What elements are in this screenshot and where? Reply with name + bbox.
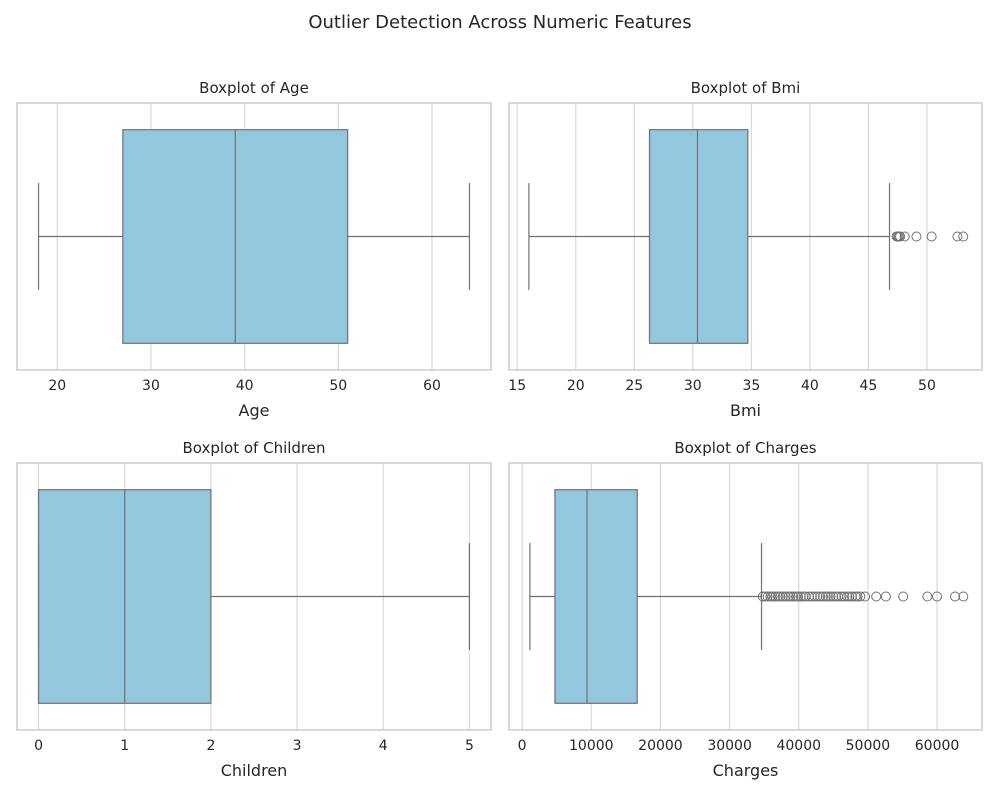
outlier-point <box>898 591 909 602</box>
outlier-point <box>822 591 833 602</box>
plot-frame <box>508 462 983 731</box>
x-tick-label: 0 <box>34 738 43 754</box>
x-tick-label: 20000 <box>638 738 683 754</box>
panel-title: Boxplot of Charges <box>674 439 816 457</box>
x-tick-label: 0 <box>518 738 527 754</box>
figure-title: Outlier Detection Across Numeric Feature… <box>308 12 692 33</box>
outlier-point <box>777 591 788 602</box>
outlier-point <box>922 591 933 602</box>
boxplot-panel-3: 0 1 2 3 4 5 Children Boxplot of Children <box>16 439 492 780</box>
outlier-point <box>932 591 943 602</box>
x-axis-label: Age <box>239 401 270 420</box>
outlier-point <box>812 591 823 602</box>
outlier-point <box>852 591 863 602</box>
x-tick-label: 15 <box>508 378 526 394</box>
x-tick-label: 50000 <box>846 738 891 754</box>
outlier-point <box>950 591 961 602</box>
x-tick-label: 30 <box>684 378 702 394</box>
outlier-point <box>817 591 828 602</box>
x-tick-label: 40000 <box>776 738 821 754</box>
boxplot-panel-1: 20 30 40 50 60 Age Boxplot of Age <box>16 79 492 420</box>
x-tick-label: 20 <box>567 378 585 394</box>
outlier-point <box>860 591 871 602</box>
x-tick-label: 45 <box>860 378 878 394</box>
outlier-point <box>828 591 839 602</box>
plot-frame <box>16 102 492 371</box>
outlier-point <box>911 231 922 242</box>
outlier-point <box>958 591 969 602</box>
x-tick-label: 30000 <box>707 738 752 754</box>
outlier-point <box>846 591 857 602</box>
outlier-point <box>804 591 815 602</box>
x-tick-label: 1 <box>120 738 129 754</box>
panel-title: Boxplot of Age <box>199 79 309 97</box>
x-tick-label: 25 <box>625 378 643 394</box>
panel-title: Boxplot of Bmi <box>691 79 801 97</box>
outlier-point <box>793 591 804 602</box>
outlier-point <box>785 591 796 602</box>
boxplot-panel-2: 15 20 25 30 35 40 45 50 Bmi Boxplot of Bmi <box>508 79 983 420</box>
x-tick-label: 3 <box>293 738 302 754</box>
outlier-point <box>836 591 847 602</box>
outlier-point <box>844 591 855 602</box>
outlier-point <box>775 591 786 602</box>
outlier-point <box>760 591 771 602</box>
outlier-point <box>767 591 778 602</box>
plot-frame <box>508 102 983 371</box>
outlier-point <box>839 591 850 602</box>
outlier-point <box>757 591 768 602</box>
x-axis-label: Bmi <box>730 401 761 420</box>
x-tick-label: 5 <box>465 738 474 754</box>
outlier-point <box>780 591 791 602</box>
outlier-point <box>825 591 836 602</box>
x-tick-label: 30 <box>142 378 160 394</box>
outlier-point <box>809 591 820 602</box>
outlier-point <box>926 231 937 242</box>
x-tick-label: 40 <box>236 378 254 394</box>
x-tick-label: 20 <box>48 378 66 394</box>
outlier-point <box>795 591 806 602</box>
x-tick-label: 60000 <box>915 738 960 754</box>
outlier-point <box>952 231 963 242</box>
outlier-point <box>880 591 891 602</box>
iqr-box <box>554 489 638 704</box>
outlier-point <box>770 591 781 602</box>
outlier-point <box>958 231 969 242</box>
x-axis-label: Charges <box>713 761 779 780</box>
outlier-point <box>899 231 910 242</box>
boxplot-panel-4: 0 10000 20000 30000 40000 50000 60000 Charges Bo… <box>508 439 983 780</box>
outlier-point <box>788 591 799 602</box>
x-tick-label: 60 <box>423 378 441 394</box>
x-tick-label: 4 <box>379 738 388 754</box>
x-tick-label: 50 <box>329 378 347 394</box>
outlier-point <box>815 591 826 602</box>
x-tick-label: 10000 <box>569 738 614 754</box>
panel-title: Boxplot of Children <box>182 439 325 457</box>
x-tick-label: 40 <box>801 378 819 394</box>
iqr-box <box>648 129 749 344</box>
x-tick-label: 35 <box>742 378 760 394</box>
outlier-point <box>855 591 866 602</box>
outlier-point <box>871 591 882 602</box>
outlier-point <box>806 591 817 602</box>
x-tick-label: 2 <box>206 738 215 754</box>
outlier-point <box>762 591 773 602</box>
plot-frame <box>16 462 492 731</box>
x-axis-label: Children <box>221 761 288 780</box>
outlier-point <box>895 231 906 242</box>
x-tick-label: 50 <box>918 378 936 394</box>
